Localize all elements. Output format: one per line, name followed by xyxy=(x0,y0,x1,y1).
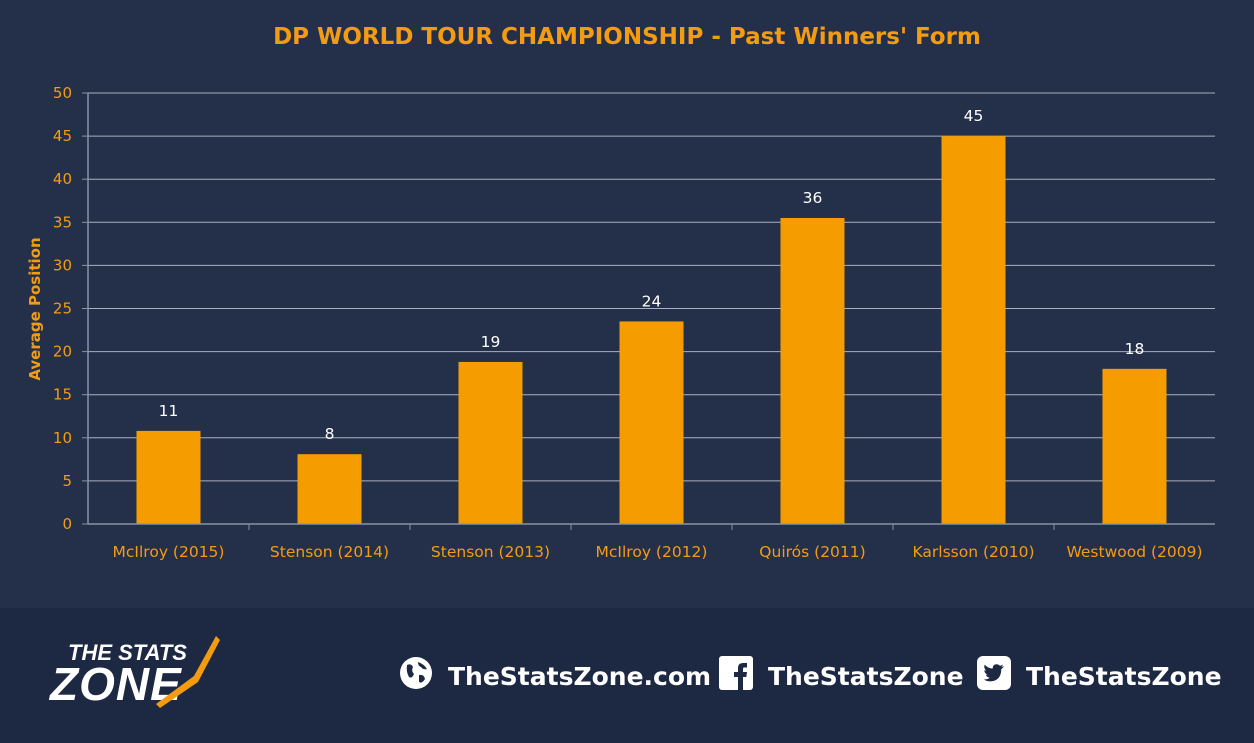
bar xyxy=(458,361,523,524)
y-tick-label: 20 xyxy=(53,343,72,361)
bar-chart: DP WORLD TOUR CHAMPIONSHIP - Past Winner… xyxy=(26,24,1215,561)
y-axis-label: Average Position xyxy=(26,237,44,380)
x-tick-label: Westwood (2009) xyxy=(1066,543,1202,561)
y-tick-label: 15 xyxy=(53,386,72,404)
data-label: 11 xyxy=(159,402,179,420)
y-axis-ticks: 0 5 10 15 20 25 30 35 40 45 50 xyxy=(53,84,72,533)
website-link[interactable]: TheStatsZone.com xyxy=(398,656,711,696)
y-tick-label: 5 xyxy=(62,472,72,490)
bar xyxy=(941,136,1006,524)
y-tick-label: 0 xyxy=(62,515,72,533)
bar xyxy=(136,430,201,524)
y-tick-label: 45 xyxy=(53,127,72,145)
logo-bottom-text: ZONE xyxy=(48,658,182,710)
twitter-text: TheStatsZone xyxy=(1026,661,1222,691)
y-tick-label: 10 xyxy=(53,429,72,447)
bar xyxy=(619,321,684,524)
x-tick-label: Stenson (2013) xyxy=(431,543,550,561)
y-tick-label: 50 xyxy=(53,84,72,102)
facebook-text: TheStatsZone xyxy=(768,661,964,691)
website-text: TheStatsZone.com xyxy=(448,661,712,691)
x-tick-label: McIlroy (2015) xyxy=(113,543,225,561)
twitter-link[interactable]: TheStatsZone xyxy=(976,656,1222,696)
data-label: 36 xyxy=(803,189,823,207)
data-label: 8 xyxy=(325,425,335,443)
logo-top-text: THE STATS xyxy=(68,640,187,665)
x-tick-label: McIlroy (2012) xyxy=(596,543,708,561)
logo-flash-icon xyxy=(156,636,220,708)
bars xyxy=(136,136,1167,525)
x-tick-label: Karlsson (2010) xyxy=(913,543,1035,561)
bar xyxy=(1102,368,1167,524)
bar xyxy=(297,454,362,524)
x-tick-label: Stenson (2014) xyxy=(270,543,389,561)
data-label: 24 xyxy=(642,292,662,310)
facebook-icon xyxy=(718,655,754,697)
y-tick-label: 25 xyxy=(53,300,72,318)
bar xyxy=(780,217,845,525)
footer-banner xyxy=(0,608,1254,743)
the-stats-zone-logo: THE STATS ZONE xyxy=(48,636,220,710)
data-label: 18 xyxy=(1125,340,1145,358)
twitter-icon xyxy=(976,655,1012,697)
chart-title: DP WORLD TOUR CHAMPIONSHIP - Past Winner… xyxy=(273,24,981,50)
y-tick-label: 40 xyxy=(53,170,72,188)
y-tick-label: 30 xyxy=(53,256,72,274)
x-tick-label: Quirós (2011) xyxy=(759,543,865,561)
x-axis-ticks: McIlroy (2015) Stenson (2014) Stenson (201… xyxy=(113,524,1203,561)
facebook-link[interactable]: TheStatsZone xyxy=(718,656,964,696)
y-tick-label: 35 xyxy=(53,213,72,231)
globe-icon xyxy=(398,655,434,697)
data-labels: 11 8 19 24 36 45 18 xyxy=(159,107,1145,443)
data-label: 19 xyxy=(481,333,501,351)
data-label: 45 xyxy=(964,107,984,125)
